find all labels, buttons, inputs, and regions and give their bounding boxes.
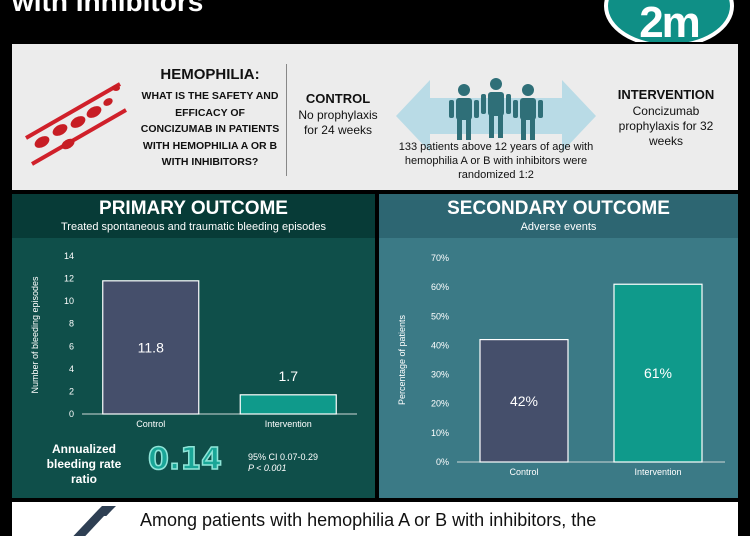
control-description: No prophylaxis for 24 weeks: [298, 108, 378, 137]
secondary-outcome-subtitle: Adverse events: [520, 221, 597, 233]
page-title: with Inhibitors: [12, 0, 204, 17]
primary-outcome-subtitle: Treated spontaneous and traumatic bleedi…: [61, 221, 326, 233]
intervention-title: INTERVENTION: [617, 87, 715, 102]
y-tick-label: 60%: [431, 282, 449, 292]
y-tick-label: 4: [69, 364, 74, 374]
y-tick-label: 50%: [431, 311, 449, 321]
primary-outcome-header: PRIMARY OUTCOME Treated spontaneous and …: [12, 194, 375, 238]
y-tick-label: 70%: [431, 253, 449, 263]
confidence-interval: 95% CI 0.07-0.29: [248, 452, 319, 462]
x-tick-label: Intervention: [634, 467, 681, 477]
blood-vessel-icon: [25, 82, 127, 166]
abr-row: Annualized bleeding rate ratio 0.14 95% …: [12, 434, 375, 498]
y-tick-label: 40%: [431, 340, 449, 350]
logo-text: 2m: [639, 0, 701, 42]
abr-label: Annualized bleeding rate ratio: [46, 442, 122, 486]
question-title: HEMOPHILIA:: [160, 66, 260, 83]
injection-pen-icon: [73, 506, 116, 536]
conclusion-bar: Among patients with hemophilia A or B wi…: [12, 502, 738, 536]
bar-value-label: 11.8: [138, 339, 164, 355]
x-tick-label: Control: [509, 467, 538, 477]
y-tick-label: 6: [69, 341, 74, 351]
bar-value-label: 61%: [644, 365, 672, 381]
y-tick-label: 30%: [431, 370, 449, 380]
y-tick-label: 0%: [436, 457, 449, 467]
bar-value-label: 42%: [510, 393, 538, 409]
y-tick-label: 10%: [431, 428, 449, 438]
logo: 2m: [604, 0, 734, 42]
bar-control: [102, 280, 200, 415]
x-tick-label: Control: [136, 419, 165, 429]
y-axis-label: Percentage of patients: [397, 314, 407, 405]
y-tick-label: 0: [69, 409, 74, 419]
bar-intervention: [613, 283, 703, 463]
y-tick-label: 20%: [431, 399, 449, 409]
secondary-outcome-title: SECONDARY OUTCOME: [447, 198, 670, 219]
secondary-outcome-header: SECONDARY OUTCOME Adverse events: [379, 194, 738, 238]
y-axis-label: Number of bleeding episodes: [30, 276, 40, 394]
bar-value-label: 1.7: [279, 368, 299, 384]
primary-outcome-panel: PRIMARY OUTCOME Treated spontaneous and …: [12, 194, 375, 498]
bleeding-episodes-chart: 0 2 4 6 8 10 12 14 Number of bleeding episodes 11…: [30, 251, 357, 429]
intervention-description: Concizumab prophylaxis for 32 weeks: [618, 104, 714, 148]
control-title: CONTROL: [305, 91, 371, 106]
y-tick-label: 8: [69, 319, 74, 329]
abr-value: 0.14: [147, 441, 223, 478]
divider: [286, 64, 287, 176]
y-tick-label: 14: [64, 251, 74, 261]
bar-intervention: [239, 394, 337, 415]
conclusion-text: Among patients with hemophilia A or B wi…: [140, 510, 597, 530]
secondary-outcome-panel: SECONDARY OUTCOME Adverse events 0% 10% 20…: [379, 194, 738, 498]
y-tick-label: 10: [64, 296, 74, 306]
randomization-text: 133 patients above 12 years of age with …: [398, 141, 594, 181]
y-tick-label: 2: [69, 386, 74, 396]
question-text: WHAT IS THE SAFETY AND EFFICACY OF CONCI…: [140, 90, 280, 168]
bar-control: [479, 338, 569, 463]
p-value: P < 0.001: [248, 463, 287, 473]
header-bar: with Inhibitors 2m: [0, 0, 750, 42]
adverse-events-chart: 0% 10% 20% 30% 40% 50% 60% 70% Percentage of pat…: [397, 253, 725, 477]
patients-icon: [449, 78, 543, 140]
x-tick-label: Intervention: [265, 419, 312, 429]
primary-outcome-title: PRIMARY OUTCOME: [99, 198, 288, 219]
y-tick-label: 12: [64, 274, 74, 284]
study-design-panel: HEMOPHILIA: WHAT IS THE SAFETY AND EFFIC…: [12, 44, 738, 190]
